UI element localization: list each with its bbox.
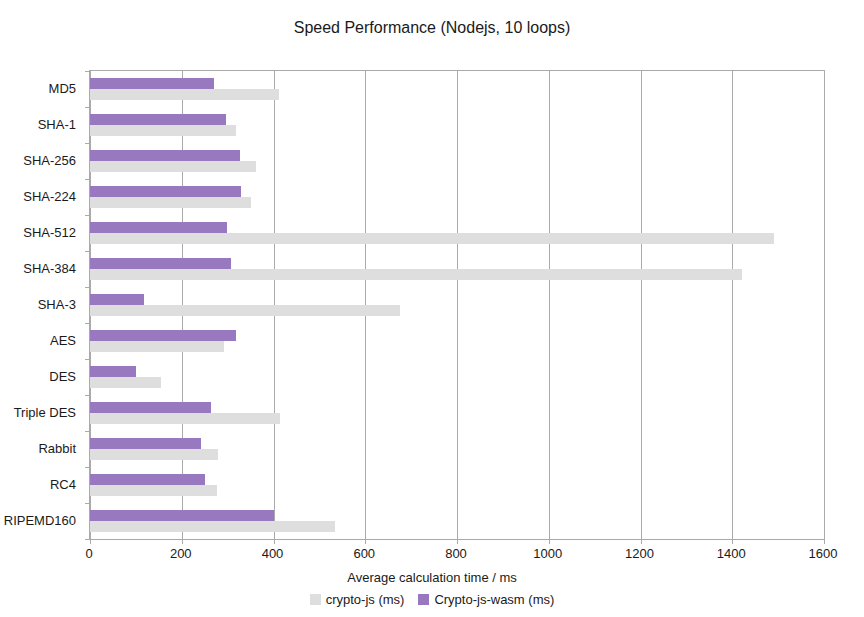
bar-crypto-js bbox=[90, 485, 217, 496]
bar-crypto-js bbox=[90, 89, 279, 100]
bar-crypto-js bbox=[90, 341, 224, 352]
bar-crypto-js-wasm bbox=[90, 150, 240, 161]
category-row-sha-512 bbox=[90, 215, 824, 251]
bar-crypto-js-wasm bbox=[90, 78, 214, 89]
x-axis-tick-labels: 02004006008001000120014001600 bbox=[89, 546, 823, 562]
x-axis-tick-label: 1000 bbox=[533, 546, 562, 561]
plot-area bbox=[89, 70, 825, 540]
category-label: SHA-512 bbox=[23, 225, 76, 240]
category-row-sha-3 bbox=[90, 287, 824, 323]
legend-swatch-icon bbox=[310, 594, 321, 605]
gridline-1600 bbox=[824, 71, 825, 539]
bar-crypto-js bbox=[90, 125, 236, 136]
category-label: SHA-384 bbox=[23, 261, 76, 276]
bar-crypto-js-wasm bbox=[90, 222, 227, 233]
category-row-sha-1 bbox=[90, 107, 824, 143]
category-label: Rabbit bbox=[38, 441, 76, 456]
category-label: SHA-256 bbox=[23, 153, 76, 168]
category-label: AES bbox=[50, 333, 76, 348]
category-row-sha-384 bbox=[90, 251, 824, 287]
category-label: DES bbox=[49, 369, 76, 384]
bar-crypto-js-wasm bbox=[90, 510, 274, 521]
bar-crypto-js bbox=[90, 233, 774, 244]
chart-title: Speed Performance (Nodejs, 10 loops) bbox=[0, 19, 864, 37]
legend-item: crypto-js (ms) bbox=[310, 592, 405, 607]
x-axis-tick-label: 1600 bbox=[809, 546, 838, 561]
category-label: SHA-1 bbox=[38, 117, 76, 132]
x-axis-tick-mark bbox=[641, 539, 642, 544]
x-axis-tick-label: 600 bbox=[353, 546, 375, 561]
x-axis-tick-label: 0 bbox=[85, 546, 92, 561]
category-label: Triple DES bbox=[14, 405, 76, 420]
bar-crypto-js-wasm bbox=[90, 366, 136, 377]
category-label: SHA-3 bbox=[38, 297, 76, 312]
bar-crypto-js bbox=[90, 197, 251, 208]
category-row-sha-256 bbox=[90, 143, 824, 179]
bar-crypto-js-wasm bbox=[90, 438, 201, 449]
x-axis-tick-mark bbox=[365, 539, 366, 544]
bar-crypto-js bbox=[90, 521, 335, 532]
bar-crypto-js bbox=[90, 161, 256, 172]
legend-item: Crypto-js-wasm (ms) bbox=[418, 592, 554, 607]
x-axis-tick-mark bbox=[549, 539, 550, 544]
bar-crypto-js-wasm bbox=[90, 474, 205, 485]
y-axis-labels: MD5 SHA-1 SHA-256 SHA-224 SHA-512 SHA-384 SHA-… bbox=[0, 70, 82, 538]
x-axis-tick-mark bbox=[824, 539, 825, 544]
x-axis-tick-label: 800 bbox=[445, 546, 467, 561]
chart-canvas: Speed Performance (Nodejs, 10 loops) MD5… bbox=[0, 0, 864, 617]
category-row-aes bbox=[90, 323, 824, 359]
bar-crypto-js-wasm bbox=[90, 114, 226, 125]
x-axis-tick-label: 1400 bbox=[717, 546, 746, 561]
bar-crypto-js bbox=[90, 305, 400, 316]
legend-label: crypto-js (ms) bbox=[326, 592, 405, 607]
legend: crypto-js (ms) Crypto-js-wasm (ms) bbox=[0, 592, 864, 607]
x-axis-tick-mark bbox=[457, 539, 458, 544]
x-axis-tick-mark bbox=[182, 539, 183, 544]
category-label: RIPEMD160 bbox=[4, 513, 76, 528]
category-row-triple-des bbox=[90, 395, 824, 431]
x-axis-tick-label: 1200 bbox=[625, 546, 654, 561]
category-label: RC4 bbox=[50, 477, 76, 492]
bar-crypto-js-wasm bbox=[90, 330, 236, 341]
x-axis-tick-mark bbox=[274, 539, 275, 544]
x-axis-title: Average calculation time / ms bbox=[0, 570, 864, 585]
category-row-rabbit bbox=[90, 431, 824, 467]
category-row-ripemd160 bbox=[90, 503, 824, 539]
bar-crypto-js bbox=[90, 449, 218, 460]
y-axis-tick-mark bbox=[85, 539, 90, 540]
bar-crypto-js-wasm bbox=[90, 186, 241, 197]
x-axis-tick-mark bbox=[90, 539, 91, 544]
category-row-des bbox=[90, 359, 824, 395]
legend-swatch-icon bbox=[418, 594, 429, 605]
x-axis-tick-mark bbox=[732, 539, 733, 544]
legend-label: Crypto-js-wasm (ms) bbox=[434, 592, 554, 607]
category-row-rc4 bbox=[90, 467, 824, 503]
category-label: MD5 bbox=[49, 81, 76, 96]
bar-crypto-js bbox=[90, 377, 161, 388]
x-axis-tick-label: 200 bbox=[170, 546, 192, 561]
bar-crypto-js bbox=[90, 269, 742, 280]
bar-crypto-js-wasm bbox=[90, 294, 144, 305]
category-row-md5 bbox=[90, 71, 824, 107]
category-row-sha-224 bbox=[90, 179, 824, 215]
bar-crypto-js bbox=[90, 413, 280, 424]
bar-crypto-js-wasm bbox=[90, 258, 231, 269]
bar-crypto-js-wasm bbox=[90, 402, 211, 413]
x-axis-tick-label: 400 bbox=[262, 546, 284, 561]
category-label: SHA-224 bbox=[23, 189, 76, 204]
